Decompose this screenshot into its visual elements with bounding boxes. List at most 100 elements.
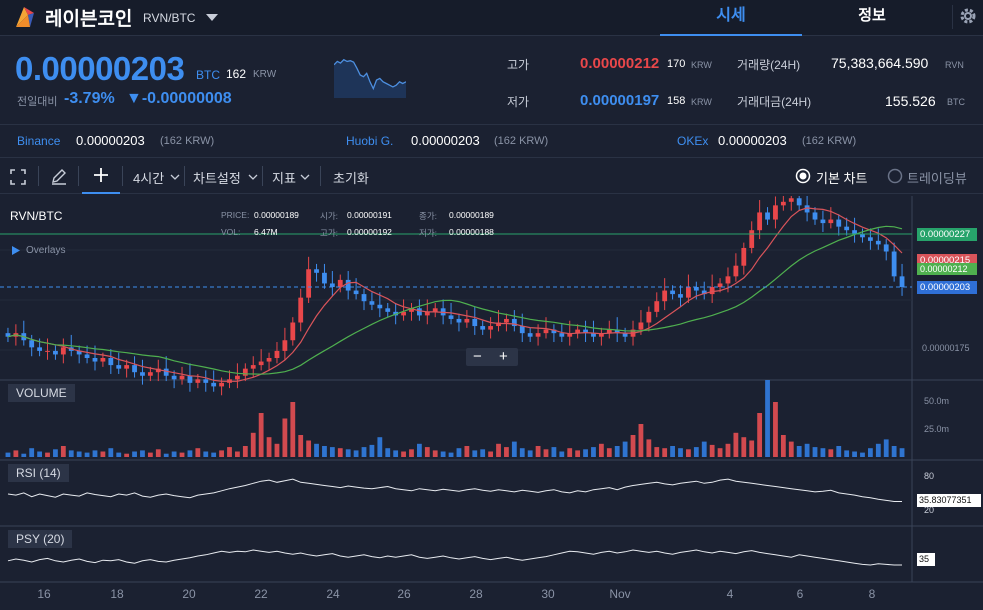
zoom-controls: − +: [466, 348, 518, 366]
volume-bar: [416, 443, 422, 457]
volume-bar: [353, 450, 359, 457]
candle-body: [187, 375, 193, 383]
volume-bar: [630, 435, 636, 457]
candle-body: [567, 333, 573, 337]
volume-24h-unit: RVN: [945, 60, 964, 70]
candle-body: [266, 358, 272, 362]
info-open-label: 시가:: [320, 211, 339, 221]
exchange-price: 0.00000203: [76, 133, 145, 148]
price-unit: BTC: [196, 68, 220, 82]
volume-bar: [242, 446, 248, 457]
volume-bar: [788, 441, 794, 457]
zoom-out-button[interactable]: −: [473, 348, 482, 365]
volume-bar: [163, 453, 169, 457]
volume-bar: [84, 452, 90, 457]
exchange-name[interactable]: OKEx: [677, 134, 709, 148]
volume-bar: [456, 448, 462, 457]
candle-body: [875, 240, 881, 245]
candle-body: [725, 276, 731, 284]
volume-bar: [551, 447, 557, 457]
volume-bar: [203, 451, 209, 457]
candle-body: [891, 251, 897, 277]
candle-body: [179, 375, 185, 380]
volume-bar: [519, 448, 525, 457]
interval-select[interactable]: 4시간: [133, 171, 165, 186]
volume-bar: [527, 450, 533, 457]
volume-bar: [250, 432, 256, 457]
candle-body: [203, 379, 209, 383]
candle-body: [749, 230, 755, 248]
volume-bar: [780, 435, 786, 457]
triangle-right-icon[interactable]: [12, 246, 20, 255]
basic-chart-option[interactable]: 기본 차트: [816, 171, 868, 186]
candle-body: [820, 219, 826, 224]
info-price: 0.00000189: [254, 210, 299, 220]
volume-bar: [717, 448, 723, 457]
volume-bar: [472, 450, 478, 457]
candle-body: [867, 237, 873, 241]
tab-info[interactable]: 정보: [858, 7, 886, 24]
x-tick-label: 22: [254, 587, 268, 601]
crosshair-button[interactable]: [82, 158, 120, 194]
price-chart[interactable]: 16 18 20 22 24 26 28 30 Nov 4 6 8: [0, 196, 983, 610]
candle-body: [709, 287, 715, 295]
candle-body: [116, 365, 122, 369]
candle-body: [60, 347, 66, 355]
price-krw-unit: KRW: [253, 69, 277, 80]
candle-body: [353, 290, 359, 295]
reset-button[interactable]: 초기화: [333, 171, 369, 186]
volume-bar: [227, 447, 232, 457]
info-vol: 6.47M: [254, 227, 278, 237]
x-tick-label: 26: [397, 587, 411, 601]
zoom-in-button[interactable]: +: [499, 348, 508, 365]
volume-bar: [535, 446, 541, 457]
candle-body: [456, 318, 462, 323]
radio-unselected-icon[interactable]: [887, 168, 903, 184]
volume-bar: [45, 452, 50, 457]
indicators-menu[interactable]: 지표: [272, 171, 296, 186]
gear-icon[interactable]: [952, 5, 976, 29]
tag-current: 0.00000203: [917, 281, 977, 294]
exchange-name[interactable]: Binance: [17, 134, 61, 148]
candle-body: [124, 365, 130, 369]
tab-quote[interactable]: 시세: [660, 0, 802, 36]
volume-bar: [559, 451, 565, 457]
volume-bar: [646, 439, 652, 457]
candle-body: [733, 265, 739, 277]
volume-bar: [409, 449, 414, 457]
sparkline-area: [334, 59, 406, 98]
volume-bar: [432, 450, 438, 457]
tradingview-option[interactable]: 트레이딩뷰: [907, 171, 967, 186]
volume-bar: [219, 450, 224, 457]
radio-selected-icon[interactable]: [795, 168, 811, 184]
volume-bar: [812, 447, 818, 457]
volume-bar: [654, 447, 660, 457]
volume-bar: [773, 402, 778, 457]
candle-body: [860, 233, 865, 238]
candle-body: [662, 290, 668, 302]
volume-bar: [496, 443, 501, 457]
exchange-name[interactable]: Huobi G.: [346, 134, 394, 148]
fullscreen-icon[interactable]: [10, 169, 26, 185]
low-krw: 158: [667, 95, 686, 107]
candle-body: [591, 333, 596, 337]
volume-bar: [844, 450, 850, 457]
overlays-toggle[interactable]: Overlays: [26, 245, 66, 256]
candle-body: [535, 333, 541, 337]
volume-bar: [662, 448, 668, 457]
pencil-icon[interactable]: [50, 168, 68, 186]
volume-bar: [179, 452, 185, 457]
chart-settings-menu[interactable]: 차트설정: [193, 171, 241, 186]
volume-bar: [875, 443, 881, 457]
chevron-down-icon[interactable]: [205, 10, 219, 24]
candle-body: [211, 382, 217, 387]
candle-body: [765, 212, 770, 220]
candle-body: [242, 368, 248, 376]
candle-body: [432, 308, 438, 312]
candle-body: [37, 347, 43, 351]
candle-body: [852, 230, 857, 234]
rsi-level: 80: [924, 471, 935, 481]
volume-bar: [21, 453, 27, 457]
volume-bar: [282, 418, 288, 457]
tag-ma-green: 0.00000212: [917, 263, 977, 275]
